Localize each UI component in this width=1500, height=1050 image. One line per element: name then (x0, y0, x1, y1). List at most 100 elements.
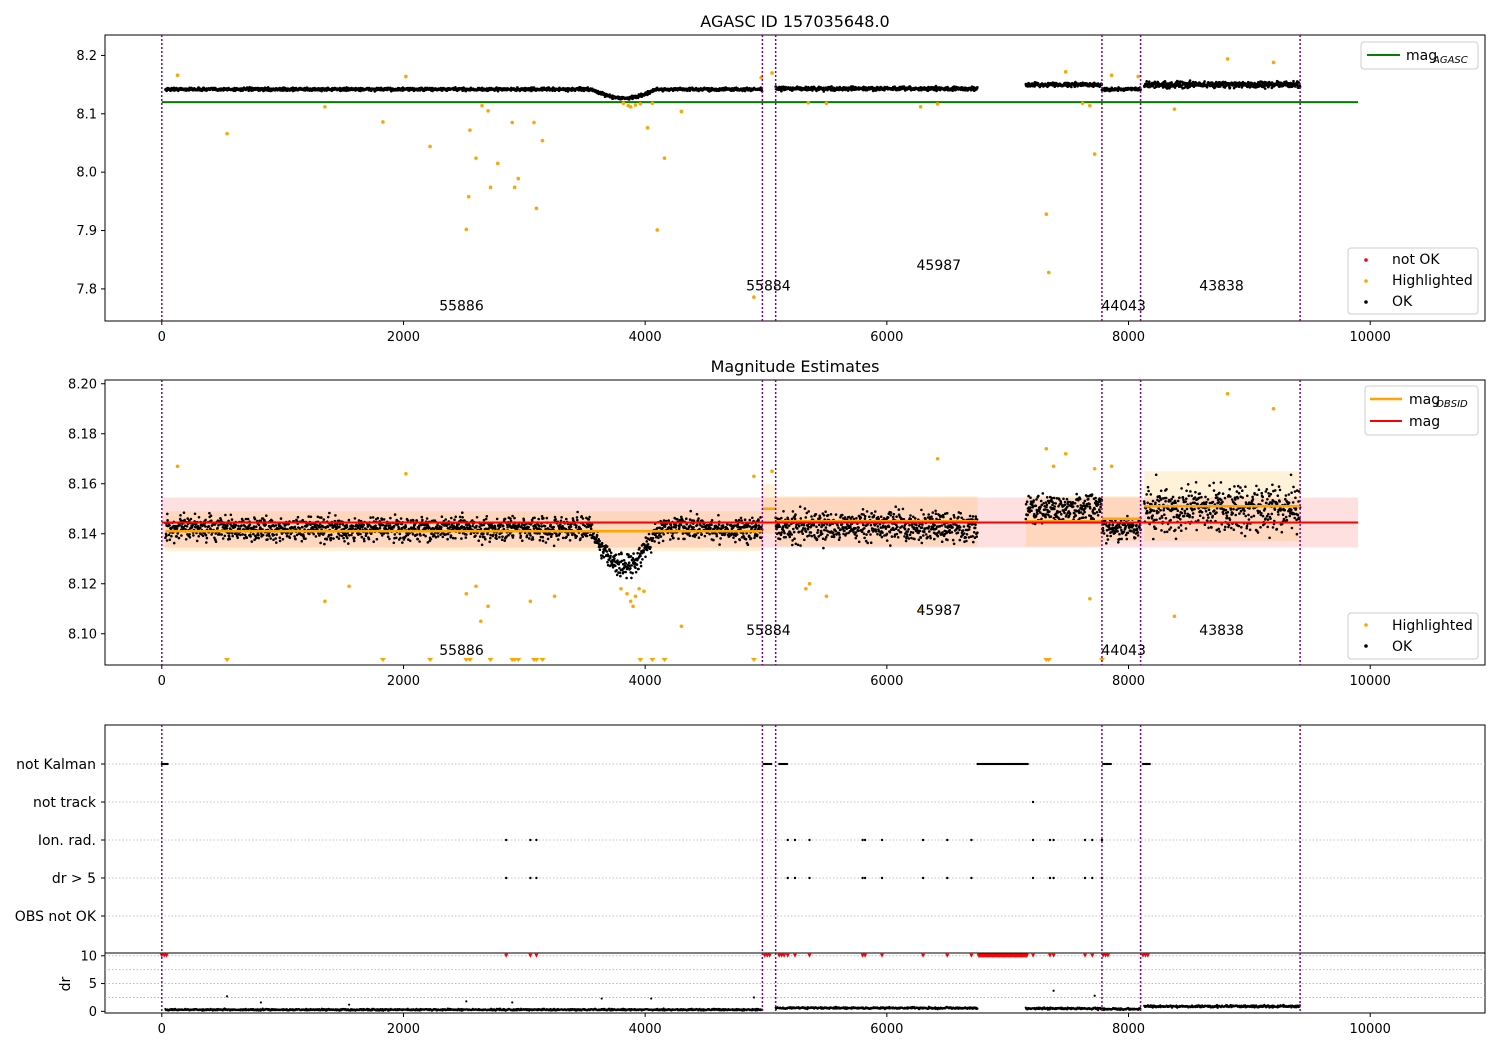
ok-point (255, 536, 258, 539)
ok-point (332, 537, 335, 540)
ok-point (598, 539, 601, 543)
highlighted-point (1044, 212, 1049, 216)
ok-point (167, 533, 171, 537)
ok-point (608, 549, 611, 552)
ok-point (533, 516, 536, 520)
ok-point (446, 537, 449, 541)
ok-point (527, 525, 530, 529)
ok-point (380, 518, 384, 521)
ok-point (444, 518, 448, 521)
ok-point (506, 526, 509, 529)
ok-point (579, 537, 582, 540)
ok-point (392, 541, 396, 545)
ok-point (424, 534, 427, 538)
ok-point (503, 539, 507, 542)
highlighted-point (650, 101, 655, 106)
ok-point (165, 539, 169, 542)
ok-point (392, 524, 396, 528)
ok-point (500, 538, 504, 541)
ok-point (408, 539, 412, 543)
ok-point (485, 515, 489, 518)
ok-point (236, 536, 239, 540)
ok-point (511, 534, 515, 537)
ok-point (543, 524, 547, 528)
ok-point (234, 523, 238, 527)
ok-point (197, 535, 200, 538)
ok-point (252, 532, 255, 536)
ok-point (363, 539, 366, 543)
ok-point (412, 519, 415, 522)
ok-point (1148, 80, 1151, 83)
ok-point (320, 516, 323, 519)
ok-point (509, 517, 512, 520)
ok-point (576, 510, 579, 514)
ok-point (384, 524, 388, 528)
ok-point (382, 518, 386, 521)
highlighted-point (464, 227, 469, 232)
ok-point (600, 557, 603, 560)
ok-point (559, 523, 562, 526)
ok-point (549, 523, 552, 527)
ok-point (1070, 85, 1073, 89)
ok-point (214, 540, 218, 543)
ok-point (614, 553, 618, 557)
ok-point (316, 515, 320, 519)
ok-point (250, 540, 254, 543)
ok-point (254, 525, 258, 528)
estimates-panel-title: Magnitude Estimates (711, 357, 880, 376)
highlighted-point (918, 104, 923, 109)
highlighted-point (1225, 57, 1230, 61)
ok-point (415, 533, 419, 536)
highlighted-point (638, 102, 643, 106)
highlighted-point (645, 126, 650, 130)
ok-point (454, 515, 458, 519)
ok-point (618, 571, 622, 574)
highlighted-point (480, 103, 484, 108)
ok-point (362, 523, 366, 527)
highlighted-point (532, 120, 536, 125)
ok-point (274, 524, 278, 527)
ok-point (281, 537, 285, 541)
ok-point (521, 539, 524, 542)
ok-point (238, 527, 242, 530)
ok-point (329, 536, 333, 540)
ok-point (307, 515, 311, 518)
ok-point (465, 533, 468, 536)
ok-point (606, 560, 609, 564)
agasc-panel-frame (104, 34, 1486, 322)
ok-point (440, 515, 444, 518)
ok-point (204, 518, 207, 522)
ok-point (326, 525, 330, 529)
ok-point (620, 559, 624, 563)
ok-point (195, 539, 199, 543)
obsid-label: 44043 (1101, 298, 1146, 314)
y-tick-label: 7.9 (76, 224, 97, 239)
ok-point (180, 534, 183, 537)
ok-point (347, 518, 351, 522)
ok-point (179, 514, 182, 517)
highlighted-point (662, 156, 667, 160)
ok-point (441, 535, 445, 539)
ok-point (298, 526, 301, 530)
ok-point (398, 532, 402, 536)
ok-point (629, 567, 632, 570)
highlighted-point (516, 176, 521, 181)
ok-point (479, 527, 483, 531)
ok-point (319, 541, 322, 545)
ok-point (614, 564, 617, 568)
ok-point (1228, 86, 1232, 89)
ok-point (175, 535, 178, 538)
highlighted-point (510, 120, 515, 125)
ok-point (617, 563, 621, 566)
ok-point (609, 551, 613, 555)
ok-point (268, 534, 271, 538)
ok-point (395, 536, 398, 540)
ok-point (419, 534, 422, 537)
ok-point (598, 548, 602, 551)
ok-point (588, 533, 592, 537)
ok-point (312, 532, 316, 536)
ok-point (489, 536, 492, 540)
ok-point (595, 533, 599, 537)
